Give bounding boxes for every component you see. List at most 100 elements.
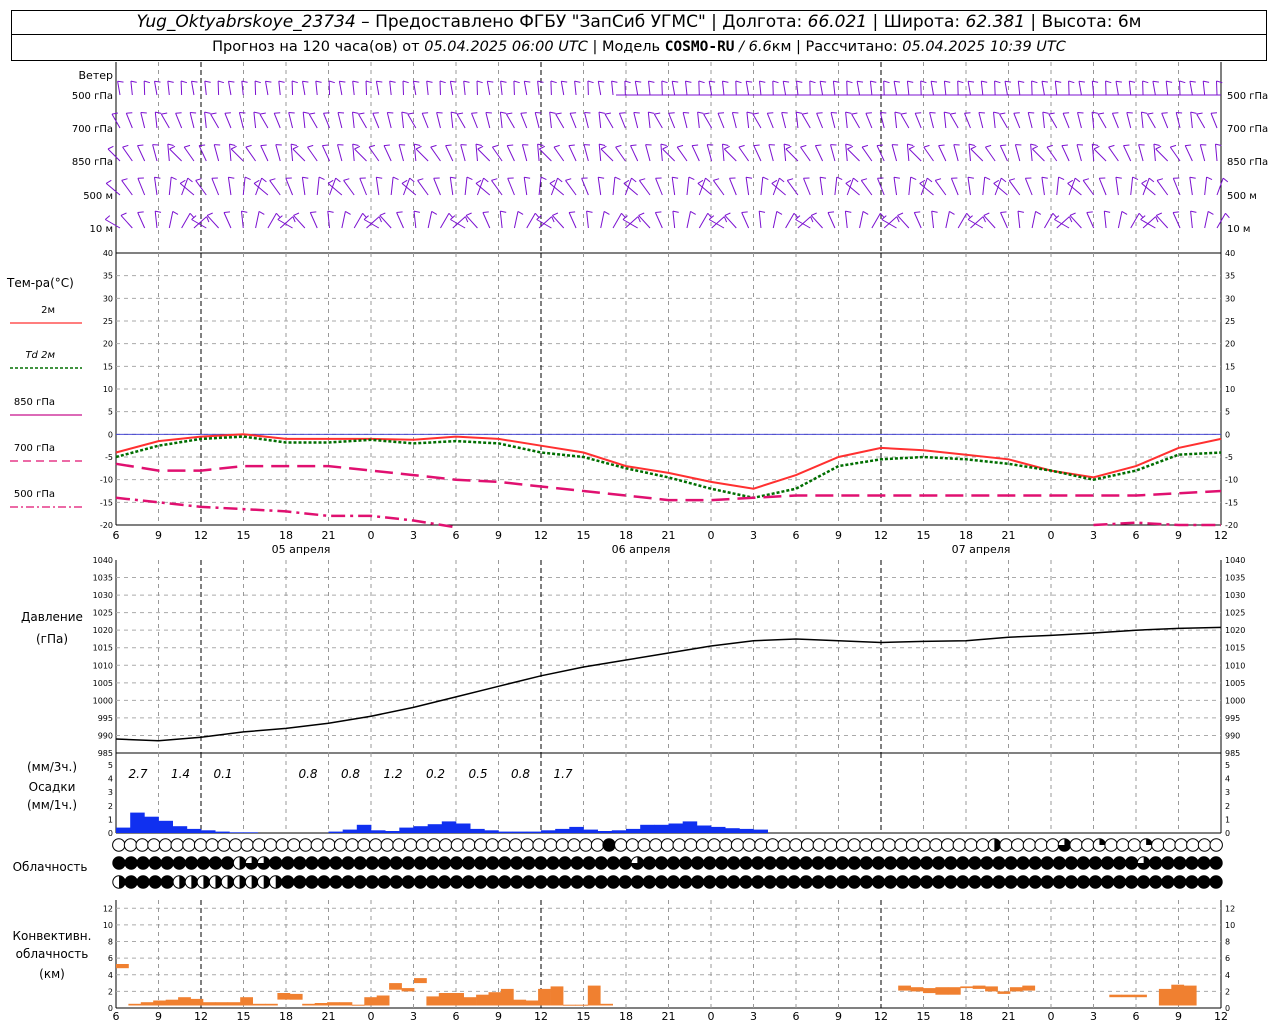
- wind-barb-flag: [195, 178, 202, 181]
- wind-barb: [293, 215, 306, 229]
- wind-barb-flag: [365, 80, 372, 84]
- wind-barb-flag: [603, 210, 610, 215]
- wind-barb: [137, 178, 146, 196]
- precip-bar: [611, 830, 627, 833]
- precip-bar: [158, 820, 173, 833]
- cloud-icon: [847, 838, 861, 852]
- wind-barb-flag: [328, 80, 335, 84]
- cloud-icon-full: [353, 856, 367, 870]
- wind-barb: [672, 211, 676, 229]
- wind-barb: [569, 113, 577, 129]
- conv-bar: [414, 978, 427, 984]
- wind-barb: [137, 145, 146, 162]
- cloud-icon-full: [474, 875, 487, 889]
- precip-bar: [186, 828, 202, 833]
- cloud-icon: [684, 838, 698, 852]
- wind-barb: [352, 81, 355, 96]
- wind-barb: [1056, 177, 1060, 196]
- wind-barb-flag: [635, 80, 642, 83]
- conv-bar: [302, 1003, 315, 1006]
- wind-barb-flag: [1196, 112, 1203, 115]
- cloud-icon: [369, 838, 383, 852]
- cloud-icon: [228, 838, 243, 852]
- wind-barb-flag: [445, 144, 452, 147]
- cloud-icon-full: [872, 856, 885, 870]
- wind-barb-flag: [648, 111, 655, 114]
- wind-barb: [1044, 213, 1054, 229]
- wind-barb: [217, 80, 220, 96]
- wind-barb: [869, 81, 873, 96]
- cloud-icon-full: [1185, 856, 1199, 870]
- wind-barb-flag: [993, 111, 1000, 114]
- cloud-icon-full: [836, 856, 849, 870]
- precip-bar: [130, 812, 145, 833]
- cloud-icon: [532, 838, 546, 852]
- wind-barb: [724, 215, 737, 229]
- wind-barb-flag: [1092, 80, 1099, 83]
- temp-tick-right: 30: [1225, 294, 1235, 303]
- cloud-icon-full: [667, 856, 680, 870]
- wind-barb: [549, 112, 552, 129]
- temp-x-tick: 9: [495, 529, 502, 542]
- pressure-title: Давление: [21, 610, 83, 624]
- wind-barb: [801, 113, 811, 129]
- wind-barb-flag: [705, 177, 711, 183]
- wind-barb: [1142, 177, 1150, 196]
- wind-barb: [507, 178, 515, 196]
- wind-barb: [1098, 178, 1107, 196]
- wind-barb-flag: [318, 176, 325, 181]
- conv-bar: [525, 1000, 539, 1006]
- cloud-icon-full: [486, 856, 499, 870]
- conv-tick-right: 8: [1225, 938, 1230, 947]
- cloud-icon-full: [643, 856, 656, 870]
- wind-barb-flag: [1185, 144, 1192, 147]
- conv-bar: [116, 964, 129, 969]
- wind-barb-flag: [1140, 215, 1146, 220]
- wind-barb: [945, 211, 950, 229]
- wind-barb-flag: [845, 111, 852, 114]
- conv-bar: [1183, 985, 1197, 1006]
- wind-barb-flag: [685, 80, 692, 83]
- cloud-icon-full: [378, 875, 391, 889]
- cloud-icon-full: [1041, 856, 1054, 870]
- wind-barb: [154, 177, 158, 196]
- cloud-icon-full: [1137, 875, 1150, 889]
- wind-barb: [894, 112, 898, 129]
- cloud-icon: [404, 838, 418, 852]
- temp-series-2: [115, 462, 1222, 502]
- wind-barb: [204, 81, 207, 96]
- cloud-icon-full: [703, 875, 716, 889]
- cloud-icon-full: [872, 875, 885, 889]
- wind-barb: [752, 113, 762, 129]
- conv-bar: [364, 997, 378, 1006]
- wind-barb: [175, 113, 183, 129]
- wind-barb: [830, 144, 836, 162]
- wind-barb-flag: [376, 176, 383, 179]
- wind-barb: [1210, 113, 1218, 129]
- wind-barb: [552, 215, 565, 229]
- wind-barb-flag: [1105, 80, 1112, 84]
- wind-barb-flag: [624, 80, 631, 84]
- wind-barb: [999, 145, 1008, 162]
- wind-barb-flag: [1092, 143, 1099, 146]
- pres-tick-right: 990: [1225, 731, 1240, 740]
- longitude-value: 66.021: [807, 12, 868, 32]
- wind-barb: [600, 148, 614, 162]
- wind-barb: [1103, 211, 1107, 229]
- wind-barb: [375, 177, 380, 196]
- wind-barb: [623, 183, 639, 196]
- precip-bar: [116, 827, 131, 833]
- cloud-icon: [1081, 838, 1095, 852]
- cloud-icon-full: [751, 875, 765, 889]
- wind-barb-flag: [292, 216, 296, 223]
- wind-barb-flag: [358, 112, 365, 115]
- wind-barb-flag: [944, 80, 951, 83]
- wind-barb-flag: [910, 176, 917, 181]
- precip-bar: [526, 831, 542, 833]
- wind-barb-flag: [771, 179, 778, 184]
- wind-barb: [968, 144, 971, 162]
- cloud-icon-full: [293, 875, 306, 889]
- conv-x-tick: 12: [194, 1010, 208, 1023]
- wind-level-right-0: 500 гПа: [1227, 91, 1268, 102]
- wind-barb: [783, 144, 787, 162]
